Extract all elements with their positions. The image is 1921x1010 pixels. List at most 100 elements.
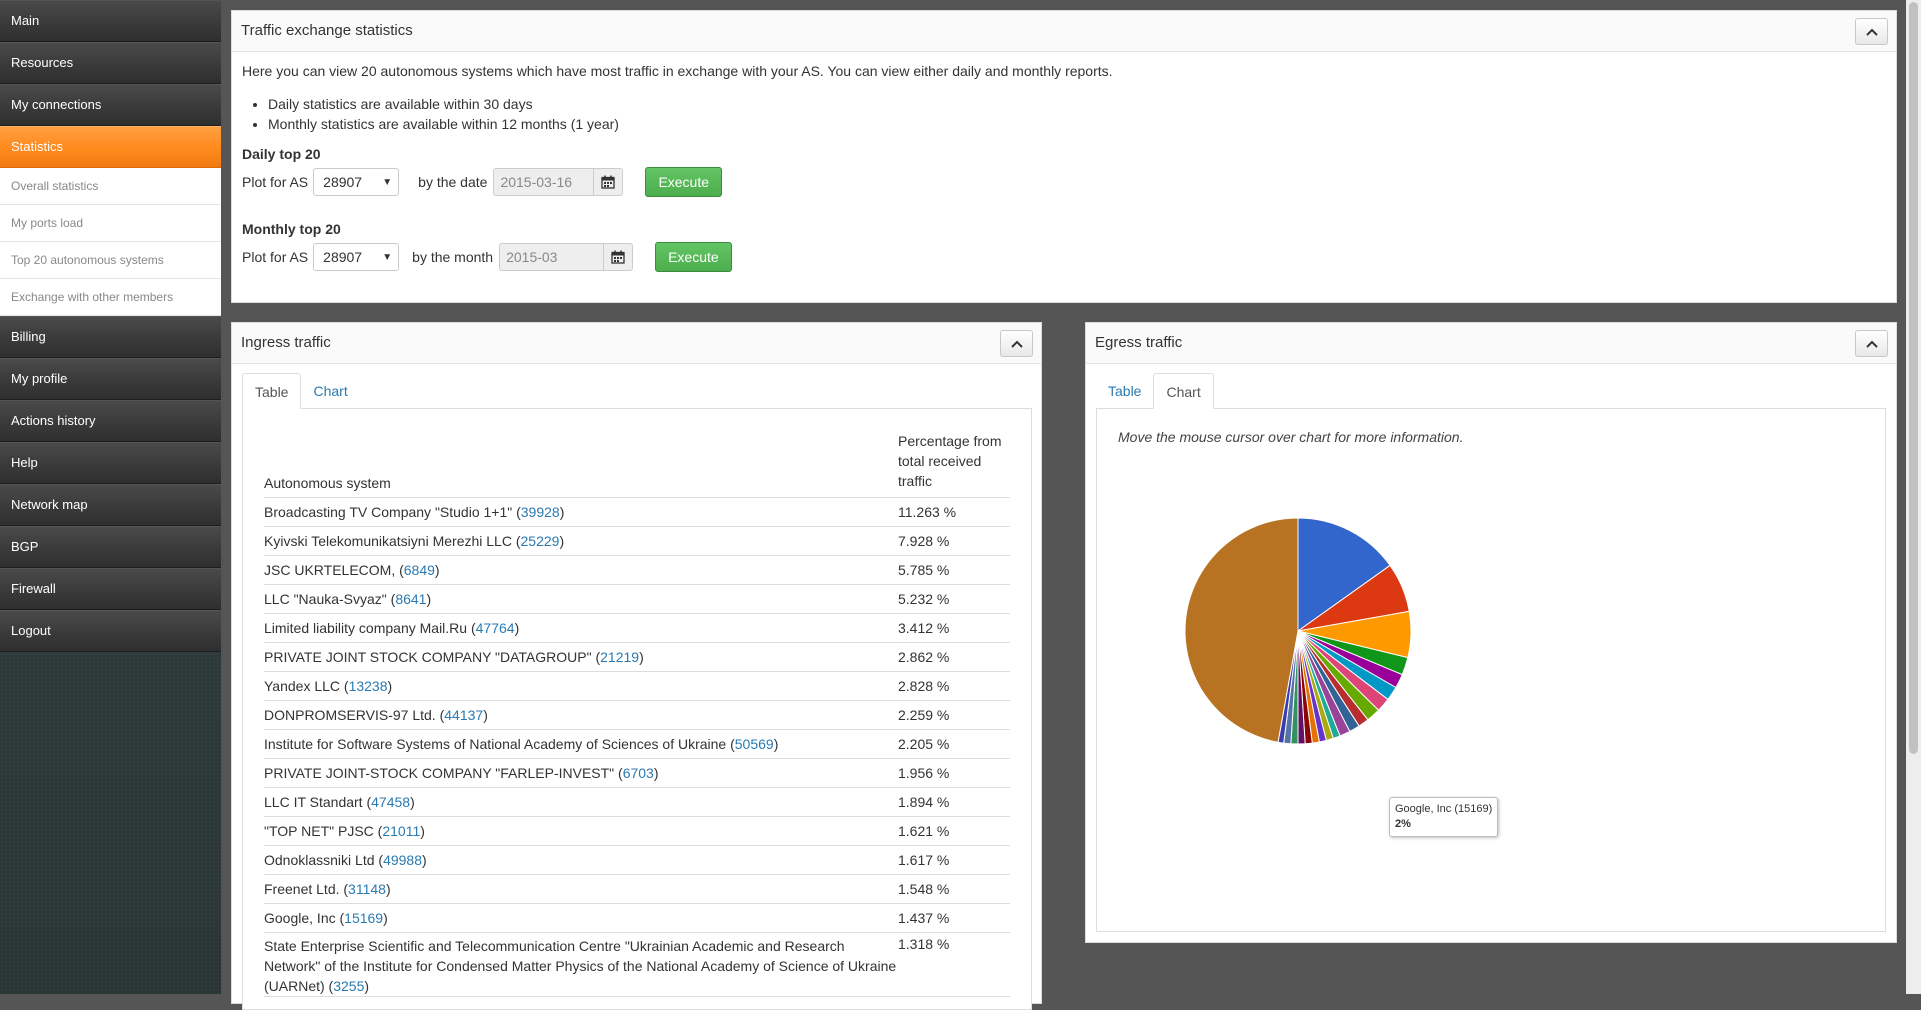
percentage-cell: 1.437 %	[898, 903, 1010, 933]
page-scrollbar[interactable]	[1906, 0, 1921, 994]
pie-slice[interactable]	[1184, 517, 1299, 743]
scrollbar-thumb[interactable]	[1909, 2, 1918, 754]
sidebar-item-bgp[interactable]: BGP	[0, 526, 221, 568]
as-name: LLC "Nauka-Svyaz" (	[264, 591, 396, 607]
as-suffix: )	[387, 678, 393, 694]
submenu-item-my-ports-load[interactable]: My ports load	[0, 205, 221, 242]
collapse-button[interactable]	[1855, 330, 1888, 357]
date-label: by the date	[418, 174, 488, 190]
percentage-cell: 2.259 %	[898, 700, 1010, 730]
tab-chart[interactable]: Chart	[313, 383, 348, 399]
sidebar-item-firewall[interactable]: Firewall	[0, 568, 221, 610]
info-list: Daily statistics are available within 30…	[242, 94, 619, 134]
statistics-submenu: Overall statistics My ports load Top 20 au…	[0, 168, 221, 316]
as-name-cell: Broadcasting TV Company "Studio 1+1" (39…	[264, 497, 898, 527]
asn-link[interactable]: 15169	[344, 910, 384, 926]
as-name: PRIVATE JOINT-STOCK COMPANY "FARLEP-INVE…	[264, 765, 623, 781]
calendar-icon	[601, 175, 616, 189]
as-suffix: )	[773, 736, 779, 752]
sidebar-item-logout[interactable]: Logout	[0, 610, 221, 652]
asn-link[interactable]: 6703	[622, 765, 654, 781]
tooltip-value: 2%	[1395, 818, 1411, 830]
daily-calendar-button[interactable]	[593, 168, 624, 196]
tab-table[interactable]: Table	[242, 373, 302, 409]
submenu-item-top-20-autonomous-systems[interactable]: Top 20 autonomous systems	[0, 242, 221, 279]
sidebar-item-actions-history[interactable]: Actions history	[0, 400, 221, 442]
asn-link[interactable]: 3255	[333, 978, 365, 994]
tooltip-label: Google, Inc (15169)	[1395, 803, 1493, 815]
asn-link[interactable]: 6849	[403, 562, 435, 578]
tab-table[interactable]: Table	[1108, 383, 1142, 399]
daily-execute-button[interactable]: Execute	[645, 167, 723, 197]
asn-link[interactable]: 21219	[600, 649, 640, 665]
caret-down-icon: ▼	[382, 176, 393, 188]
panel-header: Egress traffic	[1086, 323, 1896, 364]
as-name: Freenet Ltd. (	[264, 881, 349, 897]
asn-link[interactable]: 13238	[348, 678, 388, 694]
percentage-cell: 3.412 %	[898, 613, 1010, 643]
table-row: Odnoklassniki Ltd (49988) 1.617 %	[264, 845, 1010, 875]
ingress-traffic-panel: Ingress traffic Table Chart Autonomous s…	[231, 322, 1042, 1010]
table-row: Freenet Ltd. (31148) 1.548 %	[264, 874, 1010, 904]
tab-chart[interactable]: Chart	[1153, 373, 1214, 409]
monthly-execute-button[interactable]: Execute	[655, 242, 732, 272]
as-name-cell: Freenet Ltd. (31148)	[264, 874, 898, 904]
column-header: Autonomous system	[264, 431, 898, 498]
asn-link[interactable]: 50569	[734, 736, 774, 752]
percentage-cell: 1.894 %	[898, 787, 1010, 817]
sidebar-item-main[interactable]: Main	[0, 0, 221, 42]
asn-link[interactable]: 49988	[383, 852, 422, 868]
asn-link[interactable]: 8641	[395, 591, 427, 607]
asn-link[interactable]: 25229	[520, 533, 560, 549]
percentage-cell: 1.548 %	[898, 874, 1010, 904]
sidebar-item-my-connections[interactable]: My connections	[0, 84, 221, 126]
sidebar-item-my-profile[interactable]: My profile	[0, 358, 221, 400]
as-name-cell: LLC "Nauka-Svyaz" (8641)	[264, 584, 898, 614]
page-title: Traffic exchange statistics	[241, 22, 413, 39]
daily-date-picker: 2015-03-16	[493, 168, 624, 196]
monthly-as-select[interactable]: 28907 ▼	[313, 243, 400, 271]
sidebar-item-statistics[interactable]: Statistics	[0, 126, 221, 168]
sidebar-item-billing[interactable]: Billing	[0, 316, 221, 358]
as-name: Kyivski Telekomunikatsiyni Merezhi LLC (	[264, 533, 521, 549]
asn-link[interactable]: 44137	[444, 707, 484, 723]
as-name-cell: Odnoklassniki Ltd (49988)	[264, 845, 898, 875]
asn-link[interactable]: 39928	[520, 504, 560, 520]
table-row: Google, Inc (15169) 1.437 %	[264, 903, 1010, 933]
table-row: PRIVATE JOINT STOCK COMPANY "DATAGROUP" …	[264, 642, 1010, 672]
sidebar: Main Resources My connections Statistics Ov…	[0, 0, 221, 994]
as-suffix: )	[383, 910, 388, 926]
percentage-cell: 1.956 %	[898, 758, 1010, 788]
daily-as-select[interactable]: 28907 ▼	[313, 168, 400, 196]
sidebar-item-network-map[interactable]: Network map	[0, 484, 221, 526]
monthly-month-input[interactable]: 2015-03	[499, 243, 604, 271]
sidebar-item-resources[interactable]: Resources	[0, 42, 221, 84]
asn-link[interactable]: 47458	[371, 794, 411, 810]
as-suffix: )	[559, 504, 565, 520]
egress-pie-chart[interactable]	[1097, 409, 1885, 931]
collapse-button[interactable]	[1855, 18, 1888, 45]
asn-link[interactable]: 31148	[348, 881, 386, 897]
table-row: PRIVATE JOINT-STOCK COMPANY "FARLEP-INVE…	[264, 758, 1010, 788]
chevron-up-icon	[1865, 340, 1878, 348]
collapse-button[interactable]	[1000, 330, 1033, 357]
asn-link[interactable]: 47764	[475, 620, 515, 636]
intro-text: Here you can view 20 autonomous systems …	[242, 63, 1113, 79]
monthly-calendar-button[interactable]	[603, 243, 634, 271]
submenu-item-exchange-with-other-members[interactable]: Exchange with other members	[0, 279, 221, 316]
table-row: "TOP NET" PJSC (21011) 1.621 %	[264, 816, 1010, 846]
as-suffix: )	[364, 978, 370, 994]
table-row: State Enterprise Scientific and Telecomm…	[264, 932, 1010, 997]
as-name-cell: JSC UKRTELECOM, (6849)	[264, 555, 898, 585]
submenu-item-overall-statistics[interactable]: Overall statistics	[0, 168, 221, 205]
daily-date-input[interactable]: 2015-03-16	[493, 168, 594, 196]
table-row: LLC IT Standart (47458) 1.894 %	[264, 787, 1010, 817]
as-name-cell: DONPROMSERVIS-97 Ltd. (44137)	[264, 700, 898, 730]
asn-link[interactable]: 21011	[382, 823, 421, 839]
as-name: Yandex LLC (	[264, 678, 349, 694]
pie-slice[interactable]	[1297, 517, 1391, 632]
chart-tooltip: Google, Inc (15169) 2%	[1389, 797, 1499, 837]
as-name-cell: Institute for Software Systems of Nation…	[264, 729, 898, 759]
as-suffix: )	[422, 852, 427, 868]
sidebar-item-help[interactable]: Help	[0, 442, 221, 484]
